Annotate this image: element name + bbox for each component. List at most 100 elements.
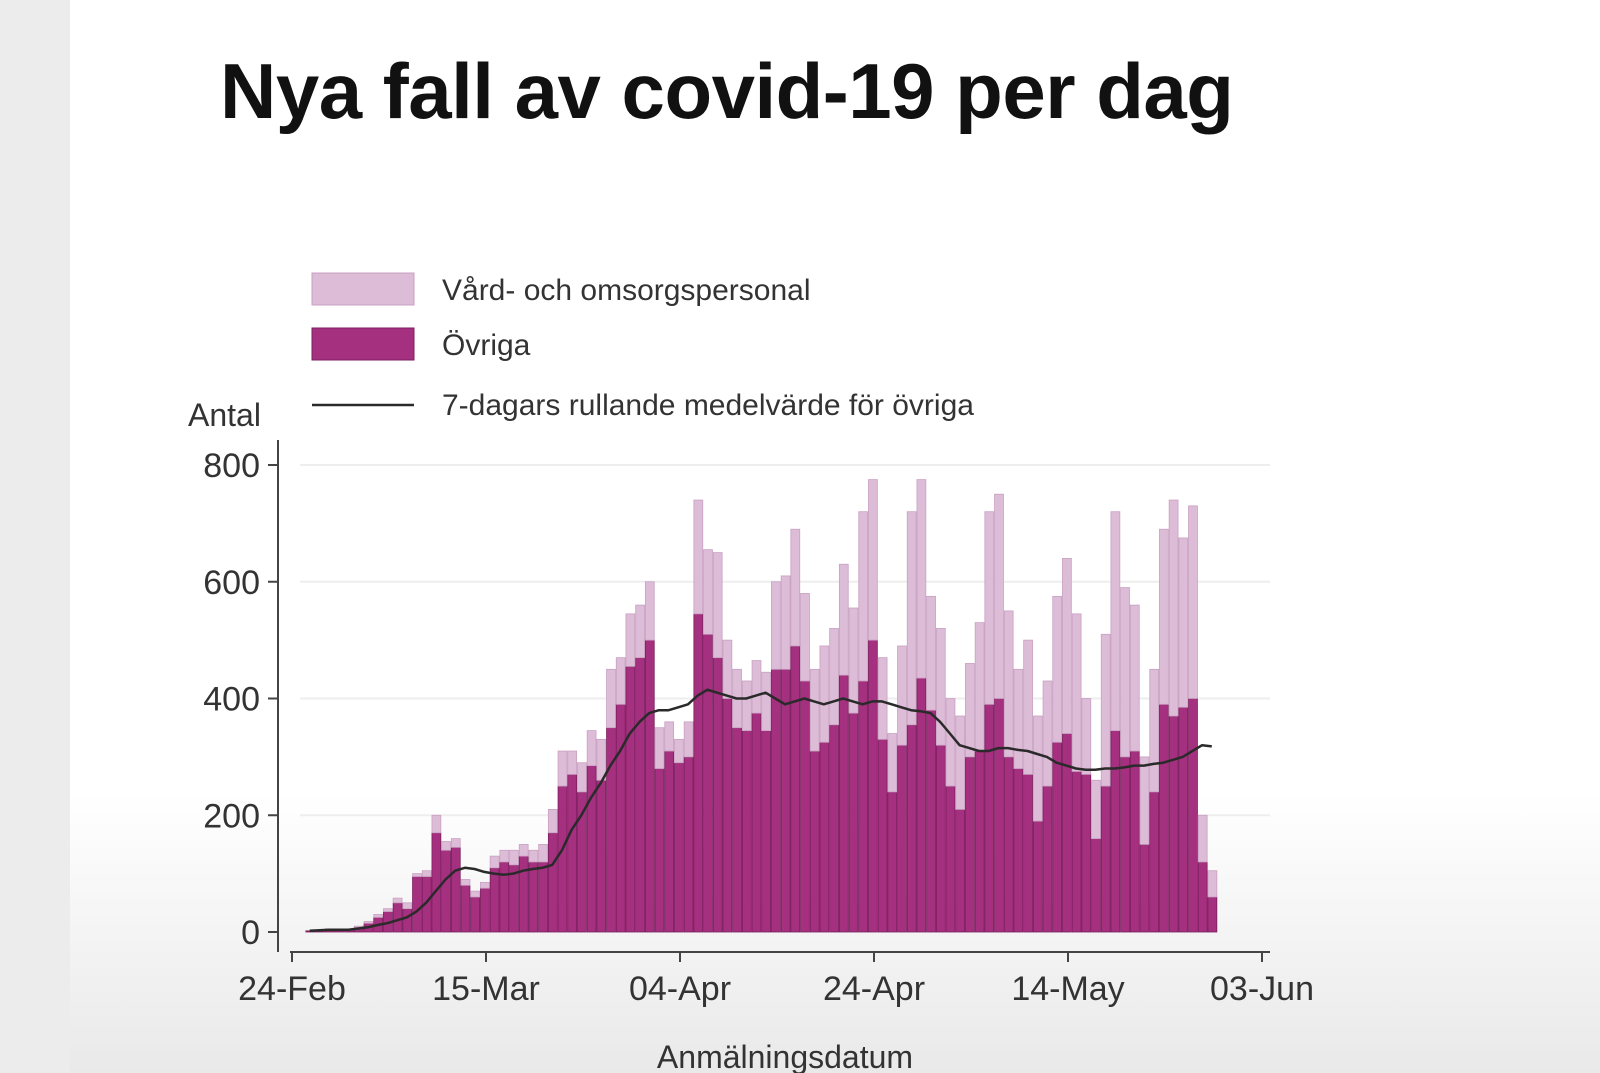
- bar-vard: [761, 671, 772, 732]
- bar-ovriga: [1159, 703, 1169, 933]
- bar-vard: [625, 613, 636, 667]
- bar-ovriga: [547, 832, 558, 933]
- bar-vard: [790, 528, 801, 647]
- bar-vard: [800, 593, 810, 682]
- bar-ovriga: [1042, 785, 1053, 933]
- bar-vard: [586, 730, 597, 767]
- bar-vard: [703, 549, 713, 635]
- bar-ovriga: [693, 613, 704, 933]
- bar-ovriga: [780, 668, 791, 933]
- bar-ovriga: [625, 665, 636, 933]
- bar-ovriga: [974, 750, 985, 933]
- bar-ovriga: [858, 680, 869, 933]
- rolling-average-line: [309, 688, 1212, 933]
- bar-ovriga: [945, 785, 956, 933]
- bar-vard: [1188, 505, 1198, 699]
- bar-ovriga: [644, 639, 655, 933]
- bar-ovriga: [1032, 820, 1043, 933]
- bar-ovriga: [402, 908, 413, 933]
- bar-ovriga: [460, 884, 471, 933]
- bar-vard: [683, 721, 694, 758]
- bar-ovriga: [450, 846, 461, 933]
- bar-vard: [955, 715, 966, 810]
- bar-ovriga: [441, 849, 451, 933]
- bar-vard: [441, 841, 451, 851]
- bar-ovriga: [800, 680, 810, 933]
- bar-ovriga: [771, 668, 781, 933]
- bar-vard: [712, 552, 723, 659]
- bar-ovriga: [1003, 756, 1014, 933]
- bar-vard: [1149, 668, 1160, 793]
- x-tick-label: 14-May: [1011, 970, 1124, 1008]
- bar-ovriga: [809, 750, 820, 933]
- x-tick-label: 04-Apr: [629, 970, 731, 1008]
- bar-vard: [819, 645, 830, 743]
- bar-ovriga: [635, 657, 645, 933]
- bar-ovriga: [751, 712, 762, 933]
- bar-vard: [965, 663, 975, 758]
- bar-ovriga: [654, 768, 665, 933]
- bar-ovriga: [1110, 730, 1121, 933]
- bar-vard: [509, 849, 519, 866]
- bar-ovriga: [1178, 706, 1189, 933]
- bar-vard: [635, 604, 645, 659]
- bar-vard: [606, 668, 616, 729]
- bar-vard: [674, 738, 684, 764]
- bar-ovriga: [848, 712, 859, 933]
- bar-vard: [829, 628, 839, 726]
- bar-ovriga: [480, 887, 490, 933]
- bar-vard: [693, 499, 704, 615]
- bar-ovriga: [392, 902, 403, 933]
- bar-ovriga: [567, 773, 578, 933]
- bar-ovriga: [994, 698, 1004, 933]
- bar-ovriga: [829, 724, 839, 933]
- bar-vard: [1197, 814, 1208, 863]
- bar-ovriga: [1081, 773, 1092, 933]
- bar-vard: [363, 921, 374, 924]
- bar-vard: [809, 668, 820, 752]
- bar-vard: [1110, 511, 1121, 732]
- bar-ovriga: [819, 741, 830, 933]
- bar-vard: [848, 607, 859, 714]
- bar-ovriga: [906, 724, 917, 933]
- bar-ovriga: [1013, 768, 1024, 933]
- bar-ovriga: [1100, 785, 1111, 933]
- bar-ovriga: [1207, 896, 1218, 933]
- bar-vard: [1159, 528, 1169, 705]
- bar-vard: [499, 849, 510, 863]
- bar-vard: [1081, 698, 1092, 775]
- bar-vard: [1003, 610, 1014, 758]
- bar-ovriga: [538, 861, 548, 933]
- bar-vard: [994, 493, 1004, 699]
- bar-vard: [838, 563, 849, 676]
- bar-vard: [1071, 613, 1082, 772]
- bar-vard: [402, 902, 413, 910]
- bar-vard: [1207, 870, 1218, 898]
- bar-ovriga: [916, 677, 927, 933]
- bar-vard: [722, 639, 733, 699]
- bar-vard: [567, 750, 578, 775]
- bar-vard: [421, 870, 432, 877]
- bar-ovriga: [703, 633, 713, 933]
- bar-vard: [906, 511, 917, 726]
- bar-ovriga: [732, 727, 742, 933]
- x-axis-label: Anmälningsdatum: [657, 1039, 913, 1073]
- bar-ovriga: [664, 750, 675, 933]
- bar-ovriga: [615, 703, 626, 933]
- bar-vard: [450, 838, 461, 848]
- bar-ovriga: [1091, 838, 1101, 933]
- bar-vard: [771, 581, 781, 670]
- bar-vard: [1091, 779, 1101, 839]
- y-tick-label: 800: [203, 447, 260, 485]
- bar-vard: [935, 628, 946, 746]
- bar-vard: [1100, 633, 1111, 787]
- legend-swatch: [311, 327, 415, 361]
- bar-vard: [974, 622, 985, 752]
- bar-vard: [897, 645, 907, 746]
- bar-ovriga: [1052, 741, 1063, 933]
- bar-vard: [1168, 499, 1179, 717]
- bar-ovriga: [470, 896, 481, 933]
- bar-ovriga: [1168, 715, 1179, 933]
- bar-vard: [926, 595, 936, 711]
